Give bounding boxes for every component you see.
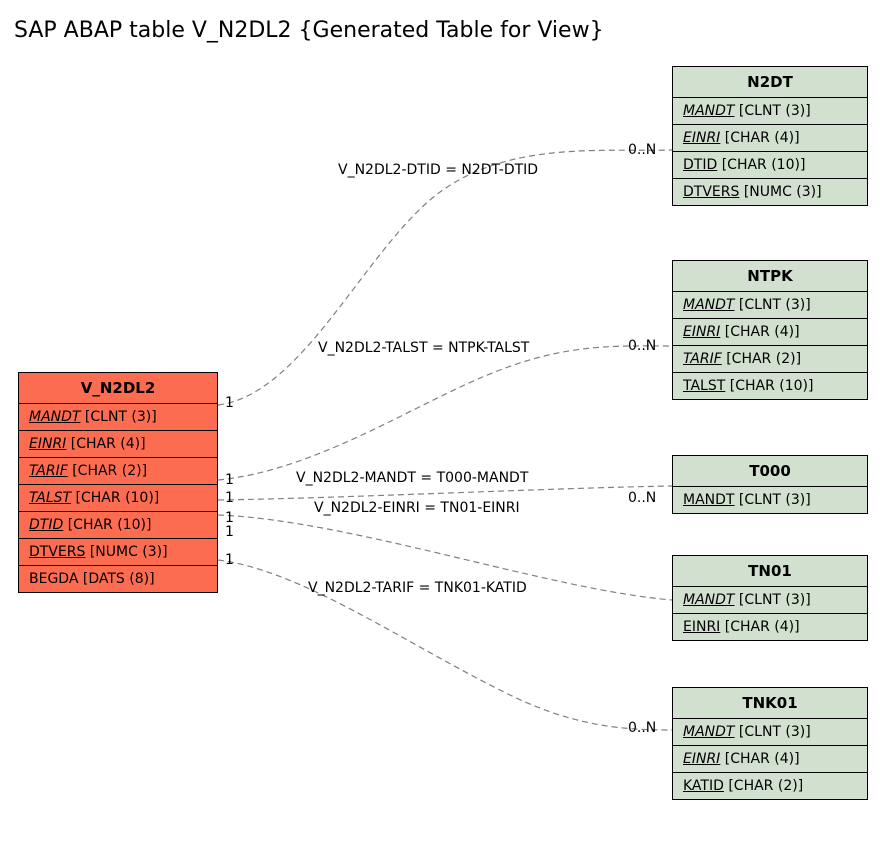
entity-field: BEGDA [DATS (8)] <box>19 566 217 592</box>
entity-field: DTVERS [NUMC (3)] <box>19 539 217 566</box>
entity-tn01: TN01MANDT [CLNT (3)]EINRI [CHAR (4)] <box>672 555 868 641</box>
entity-field: TALST [CHAR (10)] <box>673 373 867 399</box>
entity-field: KATID [CHAR (2)] <box>673 773 867 799</box>
entity-header: TNK01 <box>673 688 867 719</box>
entity-field: MANDT [CLNT (3)] <box>673 719 867 746</box>
edge-label: V_N2DL2-DTID = N2DT-DTID <box>338 162 538 178</box>
entity-t000: T000MANDT [CLNT (3)] <box>672 455 868 514</box>
cardinality-label: 0..N <box>628 142 656 158</box>
entity-main: V_N2DL2MANDT [CLNT (3)]EINRI [CHAR (4)]T… <box>18 372 218 593</box>
entity-header: TN01 <box>673 556 867 587</box>
entity-field: TARIF [CHAR (2)] <box>19 458 217 485</box>
entity-field: EINRI [CHAR (4)] <box>19 431 217 458</box>
entity-field: TALST [CHAR (10)] <box>19 485 217 512</box>
entity-field: MANDT [CLNT (3)] <box>673 587 867 614</box>
edge-label: V_N2DL2-EINRI = TN01-EINRI <box>314 500 520 516</box>
cardinality-label: 0..N <box>628 338 656 354</box>
entity-field: EINRI [CHAR (4)] <box>673 319 867 346</box>
entity-n2dt: N2DTMANDT [CLNT (3)]EINRI [CHAR (4)]DTID… <box>672 66 868 206</box>
edge-label: V_N2DL2-TALST = NTPK-TALST <box>318 340 529 356</box>
cardinality-label: 1 <box>225 472 234 488</box>
entity-field: DTID [CHAR (10)] <box>673 152 867 179</box>
entity-header: NTPK <box>673 261 867 292</box>
cardinality-label: 0..N <box>628 720 656 736</box>
cardinality-label: 1 <box>225 490 234 506</box>
entity-field: DTVERS [NUMC (3)] <box>673 179 867 205</box>
edge-label: V_N2DL2-TARIF = TNK01-KATID <box>308 580 527 596</box>
entity-field: MANDT [CLNT (3)] <box>673 487 867 513</box>
entity-tnk01: TNK01MANDT [CLNT (3)]EINRI [CHAR (4)]KAT… <box>672 687 868 800</box>
entity-field: MANDT [CLNT (3)] <box>673 292 867 319</box>
cardinality-label: 1 <box>225 395 234 411</box>
entity-header: T000 <box>673 456 867 487</box>
entity-field: TARIF [CHAR (2)] <box>673 346 867 373</box>
entity-field: MANDT [CLNT (3)] <box>673 98 867 125</box>
entity-field: DTID [CHAR (10)] <box>19 512 217 539</box>
cardinality-label: 1 <box>225 552 234 568</box>
entity-field: EINRI [CHAR (4)] <box>673 614 867 640</box>
entity-ntpk: NTPKMANDT [CLNT (3)]EINRI [CHAR (4)]TARI… <box>672 260 868 400</box>
entity-field: EINRI [CHAR (4)] <box>673 125 867 152</box>
entity-header: V_N2DL2 <box>19 373 217 404</box>
entity-header: N2DT <box>673 67 867 98</box>
entity-field: MANDT [CLNT (3)] <box>19 404 217 431</box>
cardinality-label: 0..N <box>628 490 656 506</box>
edge-label: V_N2DL2-MANDT = T000-MANDT <box>296 470 528 486</box>
cardinality-label: 1 <box>225 524 234 540</box>
entity-field: EINRI [CHAR (4)] <box>673 746 867 773</box>
page-title: SAP ABAP table V_N2DL2 {Generated Table … <box>14 18 604 43</box>
